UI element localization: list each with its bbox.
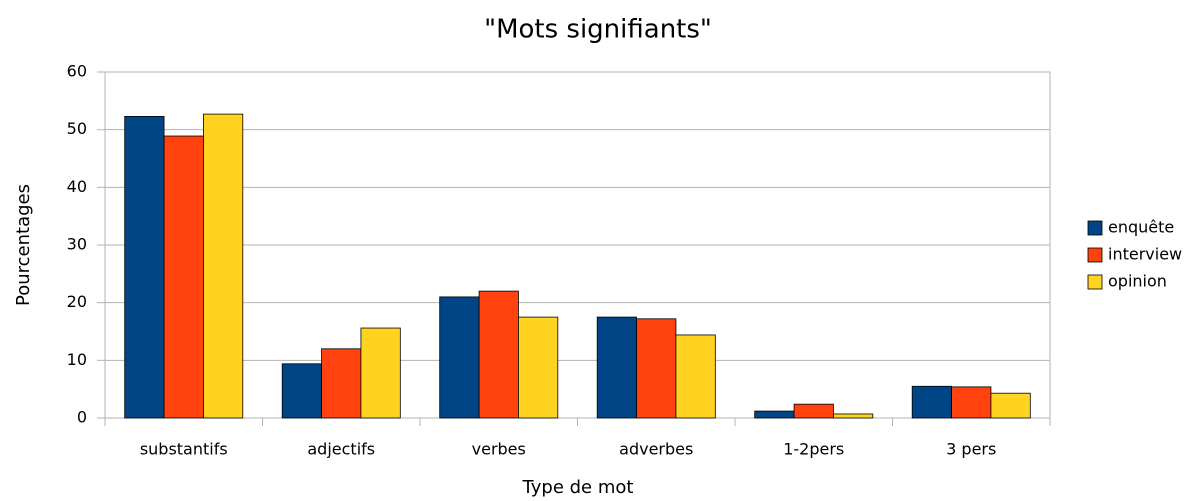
bar [281,363,322,419]
bar [596,316,637,419]
y-axis-title: Pourcentages [13,184,34,306]
y-tick-label: 40 [67,177,87,196]
x-axis-title: Type de mot [522,477,634,498]
bar [321,348,362,419]
bar [636,318,677,419]
x-tick-label: 3 pers [946,440,996,459]
bar [951,386,992,419]
bar [754,410,795,419]
x-tick-label: 1-2pers [783,440,844,459]
bar [518,316,559,419]
x-tick-label: adverbes [619,440,693,459]
y-tick-label: 0 [77,408,87,427]
bar [163,135,204,419]
bar [793,403,834,419]
legend-label: opinion [1108,272,1167,291]
y-tick-label: 20 [67,292,87,311]
y-tick-label: 10 [67,350,87,369]
x-tick-label: adjectifs [307,440,375,459]
legend-label: interview [1108,245,1182,264]
bar [124,116,165,419]
x-tick-label: substantifs [140,440,228,459]
bar [478,290,519,419]
legend-swatch [1087,274,1103,290]
bar [911,385,952,419]
y-tick-label: 30 [67,235,87,254]
legend-label: enquête [1108,218,1174,237]
y-tick-label: 60 [67,62,87,81]
legend-swatch [1087,220,1103,236]
bar [675,334,716,419]
bar [439,296,480,419]
bar [203,113,244,419]
x-tick-label: verbes [472,440,526,459]
bar [990,392,1031,419]
bar [833,413,874,419]
y-tick-label: 50 [67,119,87,138]
bar [360,327,401,419]
legend-swatch [1087,247,1103,263]
chart-title: "Mots signifiants" [484,15,712,45]
